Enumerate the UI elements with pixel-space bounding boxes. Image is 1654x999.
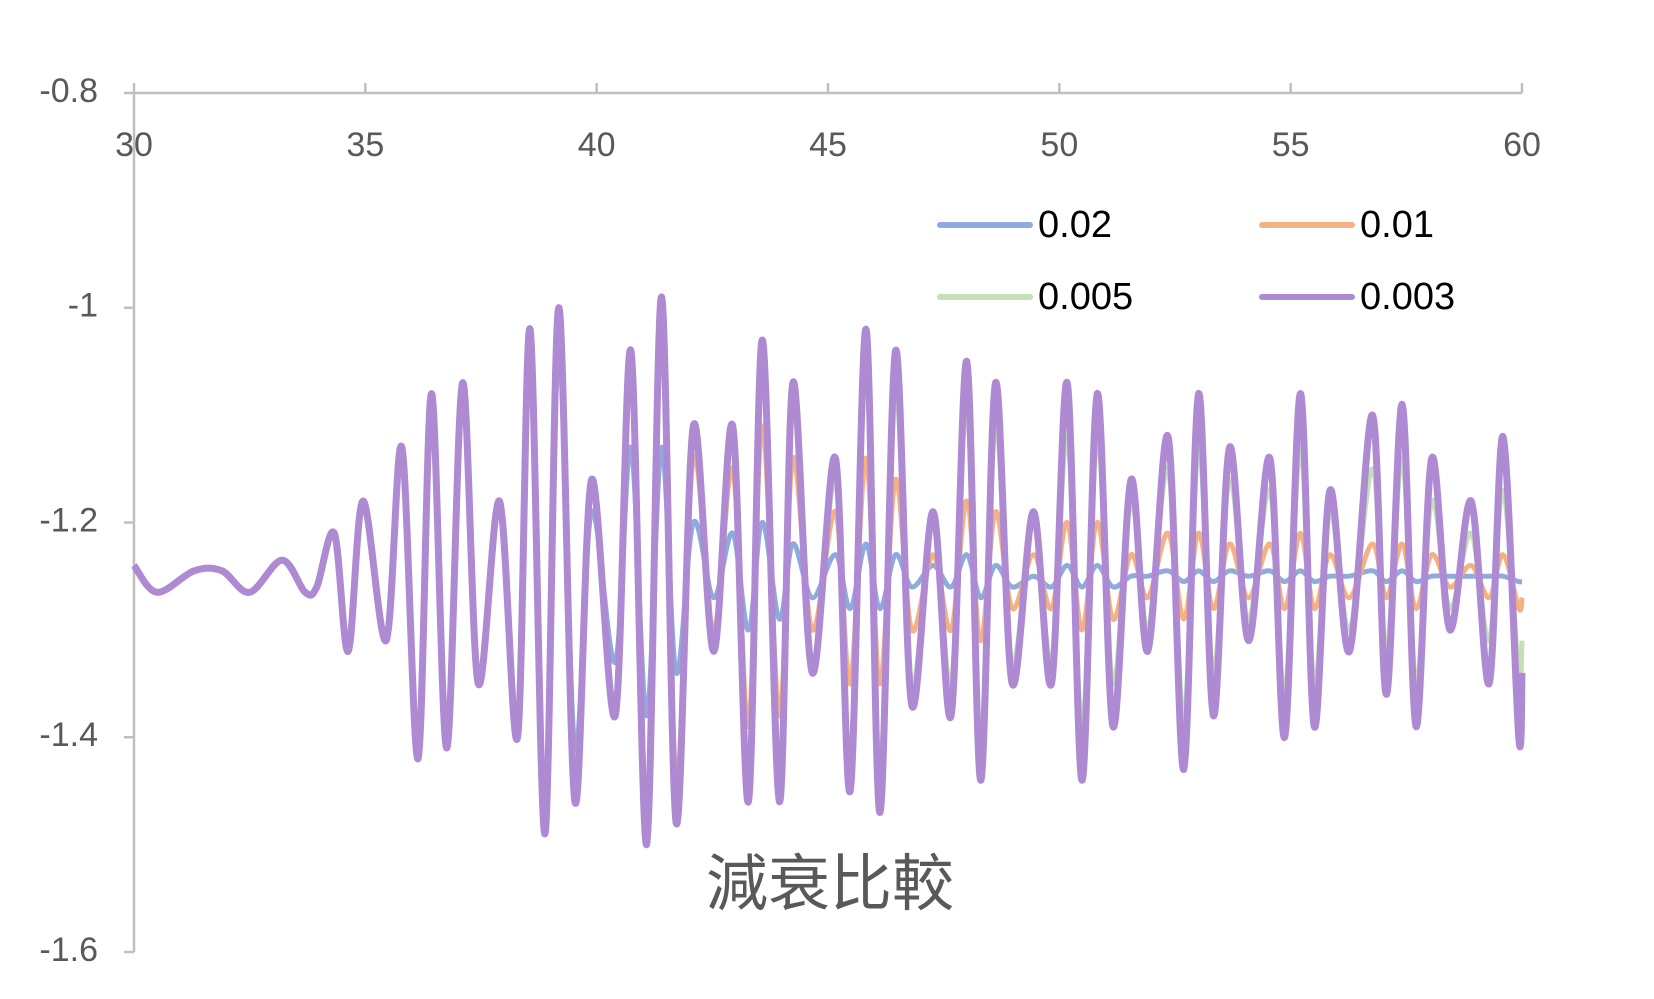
y-tick-label: -1 xyxy=(68,287,98,325)
x-tick-label: 60 xyxy=(1503,126,1541,164)
legend-label: 0.003 xyxy=(1360,276,1455,318)
legend-label: 0.01 xyxy=(1360,204,1434,246)
legend-label: 0.005 xyxy=(1038,276,1133,318)
y-tick-label: -1.6 xyxy=(39,931,98,969)
chart-title: 減衰比較 xyxy=(706,847,954,920)
x-tick-label: 35 xyxy=(346,126,384,164)
y-tick-label: -1.4 xyxy=(39,716,98,754)
x-tick-label: 50 xyxy=(1040,126,1078,164)
x-tick-label: 30 xyxy=(115,126,153,164)
x-tick-label: 45 xyxy=(809,126,847,164)
series-line xyxy=(131,293,1526,849)
y-tick-label: -1.2 xyxy=(39,501,98,539)
y-tick-label: -0.8 xyxy=(39,72,98,110)
legend-label: 0.02 xyxy=(1038,204,1112,246)
x-tick-label: 55 xyxy=(1272,126,1310,164)
x-tick-label: 40 xyxy=(578,126,616,164)
plot: -0.8 -1 -1.2 -1.4 -1.6 30 35 40 45 50 55 60 0.02 0.01… xyxy=(39,72,1541,969)
